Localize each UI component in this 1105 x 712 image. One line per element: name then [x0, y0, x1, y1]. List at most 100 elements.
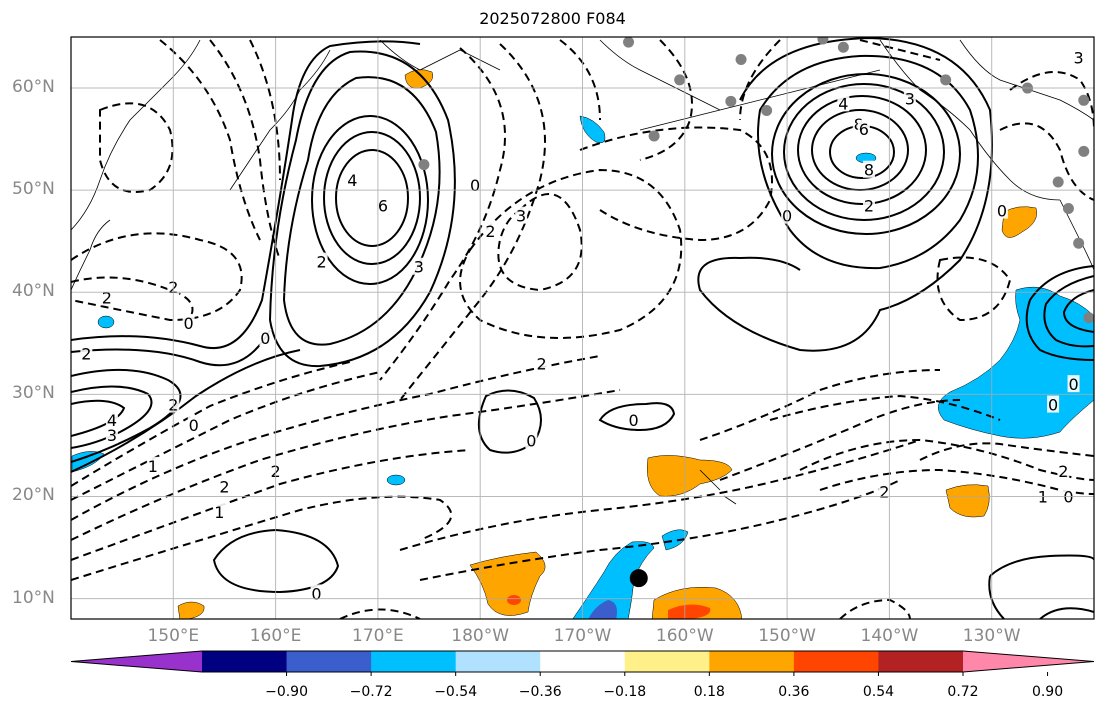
longitude-label: 160°E [249, 626, 302, 646]
contour-label-background [469, 176, 482, 194]
contour-label-background [187, 416, 200, 433]
map-title: 2025072800 F084 [479, 9, 626, 28]
observation-dot [817, 37, 829, 45]
contour-line [71, 329, 271, 367]
latitude-label: 40°N [12, 281, 55, 302]
contour-label: 3 [516, 207, 526, 226]
contour-line [209, 39, 281, 261]
contour-label: 0 [1068, 375, 1078, 394]
latitude-label: 50°N [12, 179, 55, 200]
latitude-label: 60°N [12, 77, 55, 98]
contour-line [323, 131, 421, 265]
positive-anomaly-core [668, 604, 711, 619]
contour-line [497, 193, 583, 292]
longitude-label: 140°W [860, 626, 919, 646]
contour-line [1039, 607, 1094, 619]
contour-line [699, 369, 941, 441]
coastline [379, 39, 501, 71]
negative-anomaly-area [97, 315, 115, 329]
contour-label-background [80, 344, 93, 362]
colorbar-tick-label: −0.72 [349, 684, 393, 700]
contour-line [71, 399, 126, 437]
contour-label: 4 [838, 94, 848, 113]
longitude-label: 160°W [655, 626, 714, 646]
observation-dot [837, 41, 849, 53]
contour-line [799, 438, 1094, 481]
contour-line [783, 83, 945, 221]
observation-dot [1052, 176, 1064, 188]
contour-label-background [903, 89, 916, 107]
contour-label-background [1072, 48, 1085, 66]
contour-label: 2 [879, 482, 889, 501]
longitude-label: 150°W [758, 626, 816, 646]
contour-line [212, 528, 340, 594]
contour-label: 2 [1058, 462, 1068, 481]
contour-line [999, 122, 1094, 201]
colorbar-segment [878, 651, 964, 672]
colorbar-tick-label: 0.36 [778, 684, 810, 700]
contour-label-background [525, 431, 538, 449]
contour-line [71, 349, 301, 473]
colorbar-extend-low [71, 651, 202, 672]
contour-line [71, 355, 601, 521]
contour-label-background [218, 477, 231, 495]
contour-label-background [627, 410, 640, 428]
contour-label: 4 [347, 171, 357, 190]
contour-label: 3 [905, 89, 915, 108]
latitude-label: 10°N [12, 587, 55, 608]
colorbar-segment [371, 651, 457, 672]
contour-line [919, 442, 1094, 461]
contour-label: 2 [317, 253, 327, 272]
contour-line [598, 402, 676, 432]
contour-label: 0 [997, 202, 1007, 221]
contour-line [579, 126, 773, 242]
contour-line [719, 399, 961, 481]
observation-dot [1078, 145, 1090, 157]
contour-line [71, 368, 182, 463]
contour-line [819, 468, 1094, 495]
contour-label-background [310, 584, 323, 602]
contour-label-background [857, 119, 870, 137]
contour-label: 0 [629, 411, 639, 430]
coastline [879, 39, 1061, 201]
colorbar-segment [455, 651, 541, 672]
colorbar-extend-high [963, 651, 1094, 672]
negative-anomaly-area [572, 541, 655, 619]
contour-line [419, 479, 901, 581]
positive-anomaly-area [469, 551, 546, 616]
coastline [71, 219, 111, 291]
contour-label-background [105, 426, 118, 444]
contour-label-background [182, 313, 195, 331]
colorbar-outline [70, 650, 1095, 673]
negative-anomaly-area [579, 115, 606, 144]
contour-label: 2 [102, 288, 112, 307]
contour-label: 1 [148, 457, 158, 476]
contour-label-background [146, 456, 159, 474]
contour-label: 2 [219, 477, 229, 496]
contour-line [71, 385, 153, 449]
negative-anomaly-area [386, 474, 406, 486]
contour-label: 2 [485, 222, 495, 241]
contour-label-background [1067, 375, 1080, 393]
contour-label-background [837, 94, 850, 112]
contour-label: 4 [107, 411, 117, 430]
positive-anomaly-area [945, 484, 990, 518]
coastline [639, 69, 881, 131]
observation-dot [1062, 203, 1074, 215]
colorbar-segment [793, 651, 879, 672]
colorbar-segment [540, 651, 626, 672]
contour-label: 8 [864, 161, 874, 180]
observation-dot [940, 74, 952, 86]
contour-line [71, 276, 194, 319]
contour-label: 0 [526, 431, 536, 450]
contour-label-background [259, 329, 272, 347]
contour-label-background [862, 196, 875, 214]
contour-label: 0 [260, 329, 270, 348]
contour-line [769, 394, 1001, 421]
observation-dot [1078, 94, 1090, 106]
contour-line [99, 102, 174, 193]
contour-line [71, 361, 351, 487]
contour-label: 2 [864, 196, 874, 215]
contour-lines [71, 37, 1094, 619]
